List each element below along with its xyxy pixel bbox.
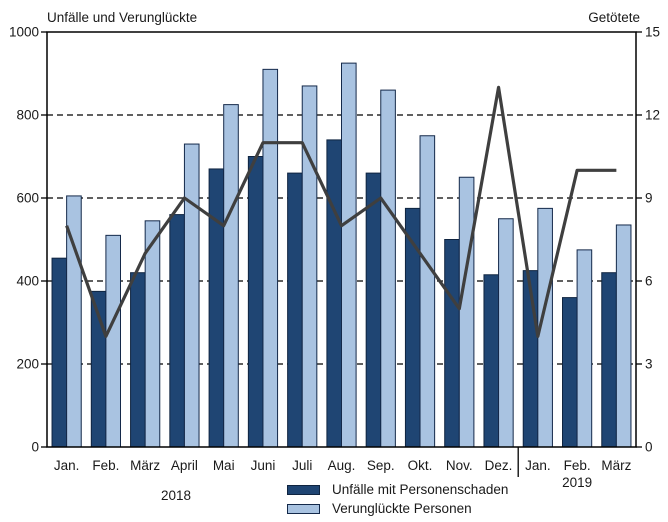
- x-axis-label-7: Aug.: [328, 458, 356, 473]
- left-tick-label-0: 0: [31, 440, 39, 455]
- bar-unfaelle-0: [51, 257, 68, 448]
- getoetete-line: [65, 85, 617, 338]
- x-axis-label-9: Okt.: [408, 458, 433, 473]
- bar-verunglueckte-6: [301, 85, 318, 448]
- x-axis-label-2: März: [130, 458, 160, 473]
- bar-unfaelle-7: [326, 139, 342, 448]
- legend-label-verunglueckte: Verunglückte Personen: [332, 501, 472, 516]
- left-tick-label-400: 400: [16, 274, 39, 289]
- right-tick-label-15: 15: [645, 25, 660, 40]
- x-axis-label-10: Nov.: [446, 458, 473, 473]
- right-tick-label-9: 9: [645, 191, 653, 206]
- legend: Unfälle mit Personenschaden Verunglückte…: [287, 482, 508, 516]
- bar-verunglueckte-8: [380, 89, 396, 448]
- bar-verunglueckte-1: [105, 234, 122, 448]
- right-tick-label-3: 3: [645, 357, 653, 372]
- bar-verunglueckte-9: [419, 135, 436, 448]
- x-axis-label-5: Juni: [251, 458, 276, 473]
- x-axis-label-1: Feb.: [92, 458, 119, 473]
- left-axis-title: Unfälle und Verunglückte: [47, 10, 198, 25]
- bar-verunglueckte-14: [615, 224, 632, 448]
- bar-verunglueckte-13: [576, 249, 593, 448]
- x-axis-label-6: Juli: [292, 458, 312, 473]
- bar-unfaelle-4: [208, 168, 225, 448]
- x-axis-label-11: Dez.: [485, 458, 513, 473]
- bar-unfaelle-10: [444, 239, 460, 448]
- bar-verunglueckte-4: [223, 104, 239, 448]
- bar-verunglueckte-5: [262, 68, 279, 448]
- right-tick-label-12: 12: [645, 108, 660, 123]
- bar-unfaelle-13: [562, 297, 578, 448]
- bar-verunglueckte-11: [498, 218, 514, 448]
- x-axis-label-13: Feb.: [564, 458, 591, 473]
- x-axis-label-3: April: [171, 458, 198, 473]
- x-axis-label-0: Jan.: [54, 458, 80, 473]
- right-tick-label-6: 6: [645, 274, 653, 289]
- x-axis-label-14: März: [601, 458, 631, 473]
- legend-item-verunglueckte: Verunglückte Personen: [287, 501, 508, 516]
- bar-verunglueckte-10: [458, 176, 475, 448]
- right-axis-title: Getötete: [588, 10, 640, 25]
- x-axis-label-12: Jan.: [525, 458, 551, 473]
- bar-unfaelle-6: [287, 172, 303, 448]
- legend-item-unfaelle: Unfälle mit Personenschaden: [287, 482, 508, 497]
- bar-unfaelle-3: [169, 214, 185, 448]
- right-tick-label-0: 0: [645, 440, 653, 455]
- left-tick-label-1000: 1000: [9, 25, 39, 40]
- bar-verunglueckte-3: [183, 143, 200, 448]
- bar-unfaelle-5: [247, 156, 264, 448]
- x-axis-label-4: Mai: [213, 458, 235, 473]
- left-tick-label-600: 600: [16, 191, 39, 206]
- left-tick-label-800: 800: [16, 108, 39, 123]
- left-tick-label-200: 200: [16, 357, 39, 372]
- bar-unfaelle-2: [130, 272, 146, 448]
- year-label-2018: 2018: [161, 488, 191, 503]
- bar-unfaelle-14: [601, 272, 617, 448]
- bar-verunglueckte-2: [144, 220, 161, 448]
- bar-unfaelle-11: [483, 274, 500, 448]
- x-axis-label-8: Sep.: [367, 458, 395, 473]
- legend-swatch-unfaelle: [287, 484, 320, 495]
- plot-frame: [46, 31, 637, 448]
- legend-label-unfaelle: Unfälle mit Personenschaden: [332, 482, 509, 497]
- legend-swatch-verunglueckte: [287, 503, 320, 514]
- bar-unfaelle-8: [365, 172, 382, 448]
- year-label-2019: 2019: [562, 475, 592, 490]
- bar-verunglueckte-7: [341, 62, 357, 448]
